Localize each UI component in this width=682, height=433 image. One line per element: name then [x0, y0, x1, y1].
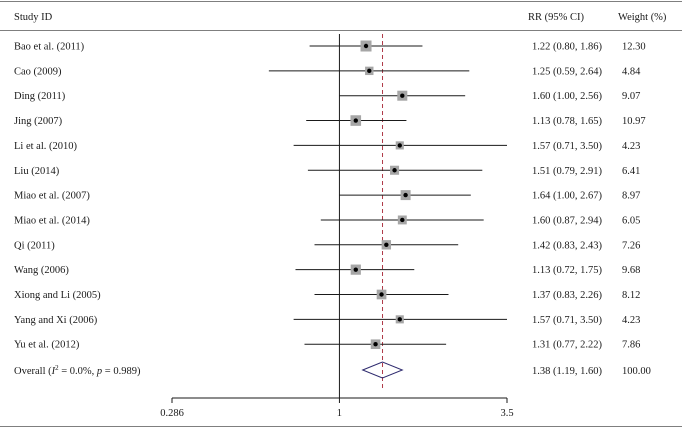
study-rr-ci: 1.42 (0.83, 2.43) — [532, 240, 602, 251]
point-estimate — [363, 43, 369, 49]
study-rr-ci: 1.13 (0.72, 1.75) — [532, 265, 602, 276]
header-study-id: Study ID — [14, 12, 53, 23]
study-label: Miao et al. (2007) — [14, 191, 90, 202]
point-estimate — [384, 242, 389, 247]
x-axis: 0.286 1 3.5 — [160, 397, 514, 419]
study-weight: 4.23 — [622, 141, 640, 152]
study-rr-ci: 1.25 (0.59, 2.64) — [532, 66, 602, 77]
study-row: Li et al. (2010) 1.57 (0.71, 3.50) 4.23 — [14, 141, 640, 152]
study-row: Wang (2006) 1.13 (0.72, 1.75) 9.68 — [14, 264, 640, 276]
study-weight: 7.26 — [622, 240, 640, 251]
study-label: Xiong and Li (2005) — [14, 290, 101, 301]
study-weight: 7.86 — [622, 340, 640, 351]
study-label: Wang (2006) — [14, 265, 69, 276]
study-rr-ci: 1.57 (0.71, 3.50) — [532, 141, 602, 152]
study-row: Yang and Xi (2006) 1.57 (0.71, 3.50) 4.23 — [14, 315, 640, 326]
point-estimate — [400, 93, 405, 98]
study-rr-ci: 1.64 (1.00, 2.67) — [532, 191, 602, 202]
study-label: Li et al. (2010) — [14, 141, 77, 152]
study-label: Yu et al. (2012) — [14, 340, 80, 351]
study-weight: 4.84 — [622, 66, 641, 77]
study-rr-ci: 1.31 (0.77, 2.22) — [532, 340, 602, 351]
point-estimate — [367, 68, 372, 74]
study-row: Miao et al. (2014) 1.60 (0.87, 2.94) 6.05 — [14, 215, 640, 226]
study-row: Qi (2011) 1.42 (0.83, 2.43) 7.26 — [14, 240, 640, 251]
study-row: Miao et al. (2007) 1.64 (1.00, 2.67) 8.97 — [14, 190, 640, 202]
point-estimate — [403, 192, 408, 198]
study-rr-ci: 1.60 (1.00, 2.56) — [532, 91, 602, 102]
point-estimate — [397, 143, 402, 148]
x-tick-label: 3.5 — [500, 408, 513, 419]
point-estimate — [397, 317, 402, 322]
study-weight: 6.05 — [622, 215, 640, 226]
header-weight: Weight (%) — [618, 12, 667, 23]
study-weight: 6.41 — [622, 166, 640, 177]
study-rr-ci: 1.13 (0.78, 1.65) — [532, 116, 602, 127]
study-rr-ci: 1.51 (0.79, 2.91) — [532, 166, 602, 177]
study-weight: 12.30 — [622, 42, 646, 53]
header-rr-ci: RR (95% CI) — [528, 12, 585, 23]
overall-weight: 100.00 — [622, 366, 651, 377]
study-weight: 8.97 — [622, 191, 640, 202]
study-label: Qi (2011) — [14, 240, 55, 251]
study-label: Jing (2007) — [14, 116, 63, 127]
overall-rr-ci: 1.38 (1.19, 1.60) — [532, 366, 602, 377]
study-weight: 10.97 — [622, 116, 646, 127]
study-rr-ci: 1.22 (0.80, 1.86) — [532, 42, 602, 53]
study-label: Bao et al. (2011) — [14, 42, 85, 53]
study-weight: 4.23 — [622, 315, 640, 326]
study-rows: Bao et al. (2011) 1.22 (0.80, 1.86) 12.30 C… — [14, 40, 646, 351]
point-estimate — [400, 217, 405, 223]
x-tick-label: 0.286 — [160, 408, 184, 419]
study-label: Ding (2011) — [14, 91, 66, 102]
study-row: Jing (2007) 1.13 (0.78, 1.65) 10.97 — [14, 115, 646, 127]
study-weight: 9.07 — [622, 91, 640, 102]
study-label: Cao (2009) — [14, 66, 62, 77]
study-label: Yang and Xi (2006) — [14, 315, 98, 326]
overall-diamond — [361, 361, 404, 379]
point-estimate — [392, 168, 397, 173]
study-label: Miao et al. (2014) — [14, 215, 90, 226]
study-row: Xiong and Li (2005) 1.37 (0.83, 2.26) 8.12 — [14, 289, 640, 301]
study-weight: 9.68 — [622, 265, 640, 276]
study-weight: 8.12 — [622, 290, 640, 301]
point-estimate — [373, 342, 378, 347]
point-estimate — [353, 267, 358, 272]
study-row: Yu et al. (2012) 1.31 (0.77, 2.22) 7.86 — [14, 339, 640, 351]
overall-label: Overall (I2 = 0.0%, p = 0.989) — [14, 364, 141, 377]
point-estimate — [353, 118, 358, 123]
study-rr-ci: 1.37 (0.83, 2.26) — [532, 290, 602, 301]
study-rr-ci: 1.57 (0.71, 3.50) — [532, 315, 602, 326]
point-estimate — [379, 292, 384, 297]
x-tick-label: 1 — [337, 408, 342, 419]
study-row: Cao (2009) 1.25 (0.59, 2.64) 4.84 — [14, 66, 641, 77]
study-row: Bao et al. (2011) 1.22 (0.80, 1.86) 12.30 — [14, 40, 646, 53]
study-row: Liu (2014) 1.51 (0.79, 2.91) 6.41 — [14, 165, 640, 177]
study-label: Liu (2014) — [14, 166, 60, 177]
study-row: Ding (2011) 1.60 (1.00, 2.56) 9.07 — [14, 90, 640, 102]
study-rr-ci: 1.60 (0.87, 2.94) — [532, 215, 602, 226]
